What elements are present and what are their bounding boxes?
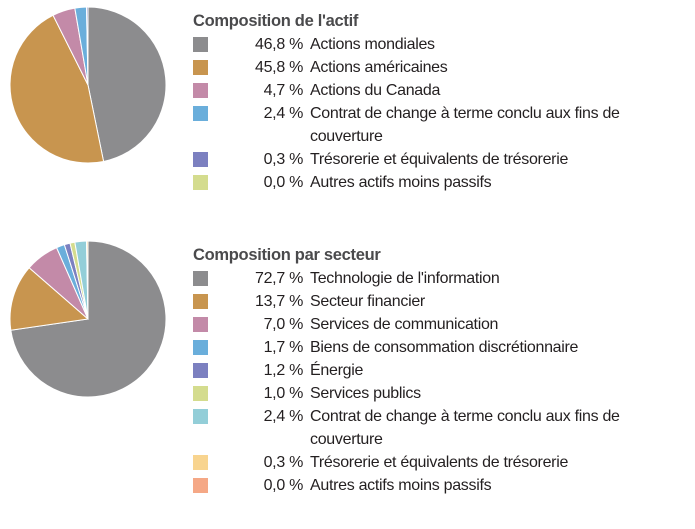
value-label: 1,0 % (263, 385, 304, 402)
value-label: 0,0 % (263, 174, 304, 191)
legend-item: 1,7 % Biens de consommation discrétionnai… (193, 336, 693, 359)
legend-label: Trésorerie et équivalents de trésorerie (310, 454, 569, 471)
legend-item: 4,7 % Actions du Canada (193, 79, 693, 102)
legend-label: Actions américaines (310, 59, 448, 76)
legend-label: Services de communication (310, 316, 499, 333)
legend-swatch (193, 455, 208, 470)
value-label: 2,4 % (263, 105, 304, 122)
legend-label: Actions mondiales (310, 36, 435, 53)
legend-label: Contrat de change à terme conclu aux fin… (310, 105, 620, 145)
legend-swatch (193, 478, 208, 493)
legend-label: Secteur financier (310, 293, 425, 310)
legend-item: 13,7 % Secteur financier (193, 290, 693, 313)
pie-chart (9, 7, 167, 164)
value-label: 45,8 % (254, 59, 303, 76)
legend-swatch (193, 152, 208, 167)
legend-item: 72,7 % Technologie de l'information (193, 267, 693, 290)
legend-item: 7,0 % Services de communication (193, 313, 693, 336)
legend-swatch (193, 175, 208, 190)
legend-label: Autres actifs moins passifs (310, 174, 492, 191)
value-label: 13,7 % (254, 293, 303, 310)
legend-label: Biens de consommation discrétionnaire (310, 339, 579, 356)
chart-title: Composition de l'actif (193, 12, 359, 30)
legend-label: Actions du Canada (310, 82, 441, 99)
legend-item: 2,4 % Contrat de change à terme conclu au… (193, 102, 693, 148)
legend: Composition par secteur 72,7 % Technologie… (193, 244, 693, 497)
chart-title: Composition par secteur (193, 246, 381, 264)
value-label: 72,7 % (254, 270, 303, 287)
legend-label: Énergie (310, 362, 364, 379)
value-label: 4,7 % (263, 82, 304, 99)
legend-label: Autres actifs moins passifs (310, 477, 492, 494)
legend-item: 0,3 % Trésorerie et équivalents de trésor… (193, 148, 693, 171)
legend-item: 0,0 % Autres actifs moins passifs (193, 171, 693, 194)
legend-item: 2,4 % Contrat de change à terme conclu au… (193, 405, 693, 451)
legend-swatch (193, 271, 208, 286)
legend-item: 1,2 % Énergie (193, 359, 693, 382)
value-label: 0,3 % (263, 454, 304, 471)
legend-swatch (193, 317, 208, 332)
legend-swatch (193, 363, 208, 378)
value-label: 0,0 % (263, 477, 304, 494)
pie-slice (9, 14, 105, 164)
legend-item: 46,8 % Actions mondiales (193, 33, 693, 56)
legend-swatch (193, 340, 208, 355)
legend: Composition de l'actif 46,8 % Actions mond… (193, 10, 693, 194)
value-label: 1,7 % (263, 339, 304, 356)
legend-label: Technologie de l'information (310, 270, 500, 287)
legend-item: 0,0 % Autres actifs moins passifs (193, 474, 693, 497)
legend-label: Trésorerie et équivalents de trésorerie (310, 151, 569, 168)
legend-swatch (193, 409, 208, 424)
legend-swatch (193, 386, 208, 401)
legend-swatch (193, 83, 208, 98)
legend-label: Contrat de change à terme conclu aux fin… (310, 408, 620, 448)
legend-item: 45,8 % Actions américaines (193, 56, 693, 79)
pie-slice (9, 267, 90, 331)
legend-swatch (193, 294, 208, 309)
legend-item: 0,3 % Trésorerie et équivalents de trésor… (193, 451, 693, 474)
legend-swatch (193, 60, 208, 75)
legend-swatch (193, 37, 208, 52)
value-label: 0,3 % (263, 151, 304, 168)
value-label: 2,4 % (263, 408, 304, 425)
value-label: 1,2 % (263, 362, 304, 379)
legend-swatch (193, 106, 208, 121)
pie-chart (9, 241, 167, 398)
pie-slice (87, 7, 167, 163)
value-label: 46,8 % (254, 36, 303, 53)
legend-label: Services publics (310, 385, 421, 402)
legend-item: 1,0 % Services publics (193, 382, 693, 405)
value-label: 7,0 % (263, 316, 304, 333)
